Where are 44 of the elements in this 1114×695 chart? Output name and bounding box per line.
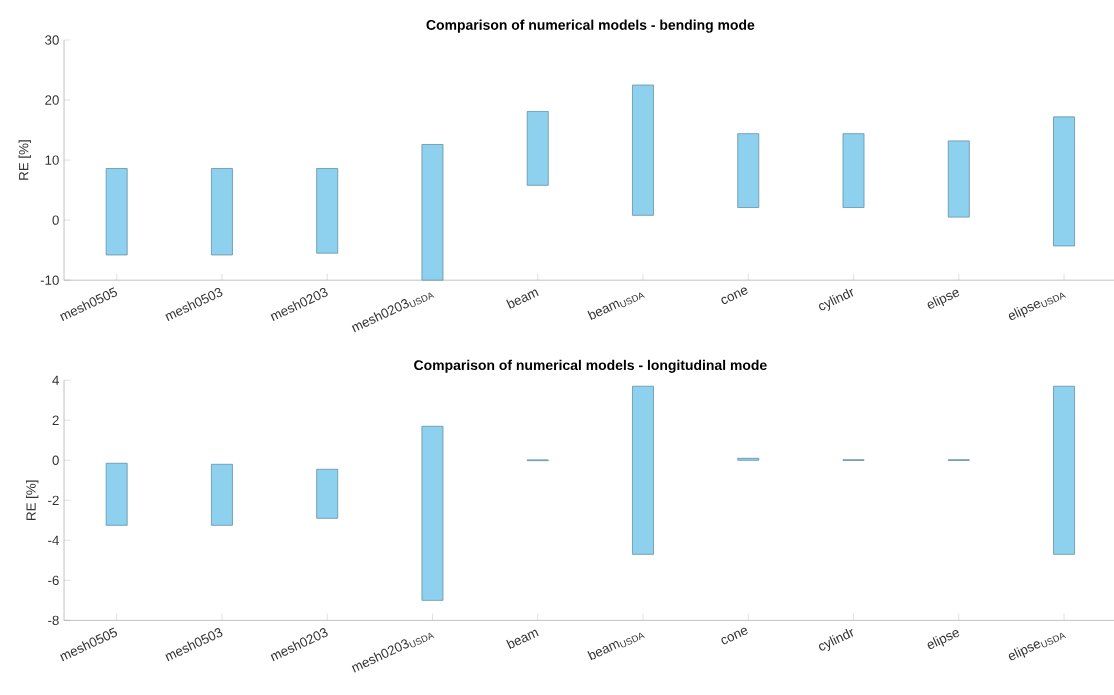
bar: [526, 111, 549, 186]
bar: [1053, 116, 1075, 247]
y-tick-label: 4: [52, 375, 59, 385]
y-tick-label: 20: [45, 95, 59, 105]
bar: [211, 463, 233, 526]
x-tick-label: cylindr: [819, 628, 854, 651]
bar: [211, 168, 233, 256]
bar: [842, 133, 865, 208]
x-tick-label: beam$_{USDA}$: [587, 292, 646, 320]
bar: [316, 468, 339, 519]
x-tick-label: elipse: [927, 630, 960, 649]
bar: [947, 140, 970, 218]
y-tick-label: 10: [45, 155, 59, 165]
chart-title: Comparison of numerical models - bending mode: [426, 19, 755, 33]
bar: [105, 462, 128, 526]
x-tick-label: elipse$_{USDA}$: [1008, 632, 1067, 661]
bar: [632, 84, 654, 216]
x-tick-label: beam: [506, 629, 539, 649]
y-tick-label: 30: [45, 35, 59, 45]
chart-title: Comparison of numerical models - longitudinal mode: [414, 359, 767, 373]
y-tick-label: -10: [40, 275, 59, 285]
y-tick-label: -4: [48, 535, 59, 545]
x-tick-label: cone: [721, 627, 748, 645]
bar: [105, 168, 128, 256]
bar: [737, 133, 760, 208]
bar: [632, 385, 654, 555]
bar: [316, 168, 339, 254]
bar: [421, 144, 444, 281]
bar: [1053, 385, 1075, 555]
y-tick-label: -8: [48, 615, 59, 626]
y-tick-label: -2: [48, 495, 59, 505]
y-tick-label: 2: [52, 415, 59, 425]
y-tick-label: 0: [52, 215, 59, 225]
y-axis-title: RE [%]: [18, 140, 31, 180]
y-axis-title: RE [%]: [26, 480, 39, 520]
x-tick-label: cone: [721, 287, 748, 304]
x-tick-label: cylindr: [819, 288, 854, 311]
bar: [737, 457, 760, 461]
x-tick-label: beam$_{USDA}$: [587, 632, 646, 661]
y-tick-label: -6: [48, 575, 59, 586]
x-tick-label: elipse: [927, 289, 960, 309]
bar: [421, 425, 444, 601]
y-tick-label: 0: [52, 455, 59, 465]
x-tick-label: beam: [506, 289, 539, 309]
